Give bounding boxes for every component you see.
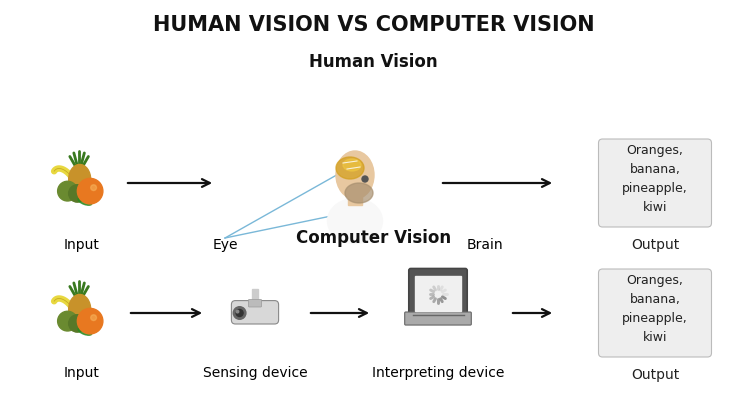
Circle shape [78, 178, 103, 204]
Text: Oranges,
banana,
pineapple,
kiwi: Oranges, banana, pineapple, kiwi [622, 274, 688, 344]
Circle shape [90, 315, 96, 320]
Text: Brain: Brain [467, 238, 503, 252]
Text: Sensing device: Sensing device [202, 366, 307, 380]
Text: Oranges,
banana,
pineapple,
kiwi: Oranges, banana, pineapple, kiwi [622, 144, 688, 214]
Bar [415, 275, 461, 311]
FancyBboxPatch shape [405, 312, 471, 325]
Text: Computer Vision: Computer Vision [296, 229, 451, 247]
Bar [348, 190, 362, 205]
Circle shape [233, 307, 246, 319]
Circle shape [69, 315, 86, 332]
Circle shape [58, 311, 78, 331]
FancyBboxPatch shape [598, 269, 711, 357]
Circle shape [69, 185, 86, 202]
Circle shape [236, 310, 239, 313]
Text: Human Vision: Human Vision [309, 53, 438, 71]
Ellipse shape [78, 328, 92, 335]
Ellipse shape [336, 157, 364, 179]
Text: Output: Output [631, 238, 679, 252]
Ellipse shape [327, 199, 382, 244]
Text: Interpreting device: Interpreting device [372, 366, 504, 380]
Circle shape [236, 309, 243, 316]
Ellipse shape [69, 294, 90, 325]
Text: Output: Output [631, 368, 679, 382]
Circle shape [58, 181, 78, 201]
Ellipse shape [343, 159, 361, 171]
Bar [252, 289, 258, 305]
Circle shape [90, 185, 96, 190]
FancyBboxPatch shape [232, 301, 279, 324]
Circle shape [78, 309, 103, 334]
FancyBboxPatch shape [409, 268, 467, 317]
Text: Input: Input [64, 366, 100, 380]
Circle shape [362, 176, 368, 182]
Ellipse shape [69, 164, 90, 195]
Ellipse shape [345, 183, 373, 203]
Text: Input: Input [64, 238, 100, 252]
FancyBboxPatch shape [598, 139, 711, 227]
Text: HUMAN VISION VS COMPUTER VISION: HUMAN VISION VS COMPUTER VISION [152, 15, 595, 35]
Text: Eye: Eye [212, 238, 238, 252]
Ellipse shape [336, 151, 374, 199]
FancyBboxPatch shape [249, 299, 261, 307]
Ellipse shape [78, 198, 92, 205]
